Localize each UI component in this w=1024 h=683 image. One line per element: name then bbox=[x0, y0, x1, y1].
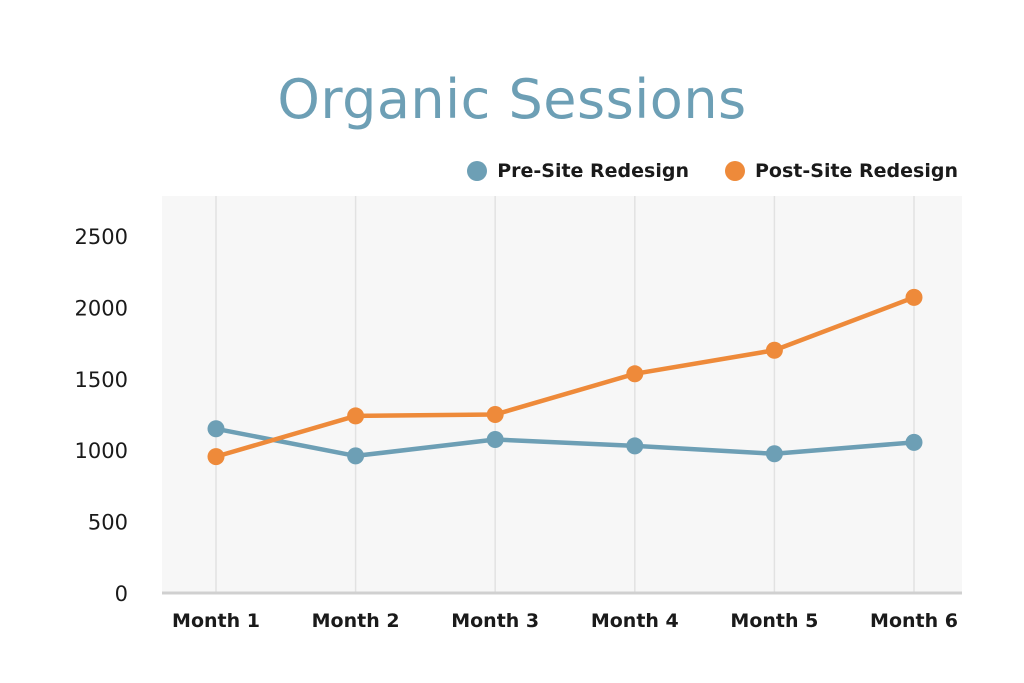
y-tick-label: 2000 bbox=[75, 296, 128, 320]
chart-title: Organic Sessions bbox=[277, 68, 747, 131]
legend-label-pre: Pre-Site Redesign bbox=[497, 160, 689, 182]
y-tick-label: 0 bbox=[115, 582, 128, 606]
data-point-pre bbox=[207, 420, 225, 438]
legend-item-pre: Pre-Site Redesign bbox=[467, 160, 689, 182]
x-tick-label: Month 5 bbox=[730, 610, 818, 632]
legend-marker-pre bbox=[467, 161, 488, 181]
legend: Pre-Site Redesign Post-Site Redesign bbox=[467, 160, 958, 182]
series-line-pre bbox=[213, 426, 917, 459]
x-tick-label: Month 6 bbox=[870, 610, 958, 632]
data-point-post bbox=[486, 406, 504, 423]
legend-marker-post bbox=[725, 161, 745, 181]
y-tick-label: 500 bbox=[88, 511, 128, 535]
data-point-post bbox=[207, 448, 225, 466]
data-point-pre bbox=[765, 445, 783, 463]
x-tick-label: Month 2 bbox=[312, 610, 400, 632]
y-tick-label: 1000 bbox=[75, 439, 128, 463]
data-point-pre bbox=[905, 433, 923, 451]
y-tick-label: 1500 bbox=[75, 368, 128, 392]
legend-label-post: Post-Site Redesign bbox=[755, 160, 958, 182]
data-point-post bbox=[626, 365, 644, 383]
data-point-post bbox=[765, 341, 783, 359]
x-tick-label: Month 1 bbox=[172, 610, 260, 632]
x-tick-label: Month 3 bbox=[451, 610, 539, 632]
series-line-post bbox=[213, 295, 917, 459]
data-point-pre bbox=[486, 430, 504, 448]
x-tick-label: Month 4 bbox=[591, 610, 679, 632]
data-point-post bbox=[347, 407, 365, 425]
data-point-pre bbox=[626, 437, 644, 455]
data-point-post bbox=[905, 288, 923, 306]
legend-item-post: Post-Site Redesign bbox=[725, 160, 958, 182]
data-point-pre bbox=[347, 447, 365, 465]
y-tick-label: 2500 bbox=[75, 225, 128, 249]
